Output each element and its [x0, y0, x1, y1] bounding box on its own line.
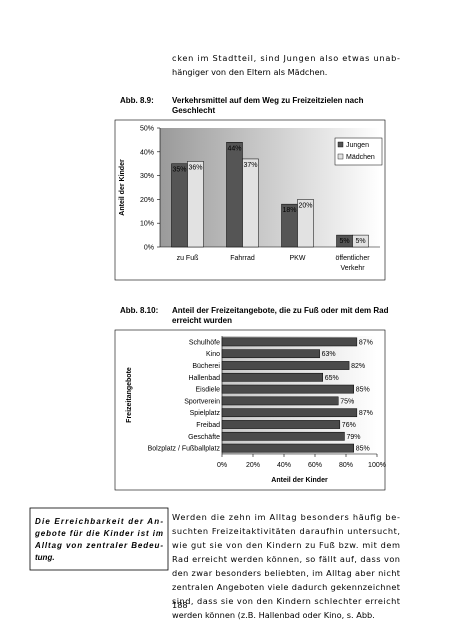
x-tick-label: Fahrrad — [230, 255, 255, 262]
data-label: 65% — [325, 375, 339, 382]
bar — [171, 163, 188, 248]
data-label: 44% — [227, 145, 241, 152]
bar — [297, 199, 314, 248]
chart-frame — [114, 329, 386, 491]
data-label: 37% — [243, 162, 257, 169]
y-tick-label: Geschäfte — [188, 434, 220, 441]
paragraph-line: Rad erreicht werden können, so fällt auf… — [172, 554, 400, 564]
y-tick-label: 0% — [144, 245, 154, 252]
data-label: 18% — [282, 207, 296, 214]
data-label: 87% — [359, 410, 373, 417]
caption-label: Abb. 8.9: — [120, 96, 154, 105]
data-label: 85% — [356, 446, 370, 453]
bar — [221, 443, 354, 453]
bar — [221, 372, 323, 382]
bar — [221, 361, 350, 370]
x-tick-label: 40% — [277, 462, 291, 469]
y-tick-label: Freibad — [196, 422, 220, 429]
paragraph-line: zentralen Angeboten viele dadurch gekenn… — [172, 582, 401, 592]
bar — [221, 337, 358, 347]
y-tick-label: Kino — [206, 351, 220, 358]
y-tick-label: Bücherei — [192, 363, 220, 370]
paragraph-line: Werden die zehn im Alltag besonders häuf… — [172, 512, 400, 522]
x-tick-label: zu Fuß — [177, 255, 199, 262]
bar — [221, 431, 345, 441]
bar — [226, 142, 243, 248]
bar — [221, 408, 358, 418]
legend-swatch — [337, 153, 344, 160]
x-tick-label: 20% — [246, 462, 260, 469]
bar — [242, 158, 259, 248]
data-label: 63% — [322, 351, 336, 358]
legend-swatch — [337, 141, 344, 148]
chart-frame — [114, 119, 386, 281]
x-tick-label: 0% — [217, 462, 227, 469]
data-label: 85% — [356, 387, 370, 394]
bar — [221, 396, 339, 406]
y-tick-label: 10% — [140, 221, 154, 228]
data-label: 20% — [298, 202, 312, 209]
y-tick-label: 20% — [140, 197, 154, 204]
sidebar-line: Alltag von zentraler Bedeu- — [34, 541, 163, 550]
paragraph-line: wie gut sie von den Kindern zu Fuß bzw. … — [172, 540, 400, 550]
x-tick-label: PKW — [290, 255, 306, 262]
y-tick-label: Eisdiele — [195, 387, 220, 394]
x-tick-label: 60% — [308, 462, 322, 469]
y-tick-label: 50% — [140, 126, 154, 133]
page-number: 188 — [172, 600, 188, 610]
x-tick-label: 100% — [368, 462, 386, 469]
x-tick-label: öffentlicher Verkehr — [335, 255, 370, 272]
paragraph-line: werden können (z.B. Hallenbad oder Kino,… — [172, 610, 375, 620]
sidebar-line: tung. — [35, 553, 55, 562]
data-label: 76% — [342, 422, 356, 429]
y-axis-label: Anteil der Kinder — [119, 159, 126, 216]
y-tick-label: Sportverein — [184, 398, 220, 405]
y-tick-label: 30% — [140, 173, 154, 180]
paragraph-line: sind, dass sie von den Kindern schlechte… — [172, 596, 401, 606]
data-label: 82% — [351, 363, 365, 370]
data-label: 87% — [359, 339, 373, 346]
x-tick-label: 80% — [339, 462, 353, 469]
legend-label: Jungen — [346, 142, 369, 149]
x-axis-label: Anteil der Kinder — [271, 477, 328, 484]
sidebar-box — [29, 507, 169, 571]
paragraph-line: hängiger von den Eltern als Mädchen. — [172, 67, 327, 77]
y-tick-label: Schulhöfe — [189, 339, 220, 346]
data-label: 36% — [188, 164, 202, 171]
y-tick-label: 40% — [140, 149, 154, 156]
bar — [221, 349, 320, 359]
bar — [221, 420, 341, 429]
bar — [352, 234, 369, 248]
paragraph-line: cken im Stadtteil, sind Jungen also etwa… — [172, 53, 400, 63]
chart-title: Anteil der Freizeitangebote, die zu Fuß … — [172, 306, 389, 325]
sidebar-line: Die Erreichbarkeit der An- — [35, 517, 163, 526]
paragraph-line: suchten Freizeitaktivitäten daraufhin un… — [172, 526, 400, 536]
data-label: 79% — [346, 434, 360, 441]
data-label: 5% — [339, 238, 349, 245]
caption-label: Abb. 8.10: — [120, 306, 158, 315]
paragraph-line: den zwar besonders beliebten, im Alltag … — [172, 568, 401, 578]
y-axis-label: Freizeitangebote — [126, 367, 133, 423]
y-tick-label: Bolzplatz / Fußballplatz — [148, 446, 221, 453]
data-label: 5% — [355, 238, 365, 245]
sidebar-line: gebote für die Kinder ist im — [34, 529, 163, 538]
y-tick-label: Hallenbad — [188, 375, 220, 382]
bar — [221, 384, 354, 394]
data-label: 75% — [340, 398, 354, 405]
bar — [187, 161, 204, 248]
chart-title: Verkehrsmittel auf dem Weg zu Freizeitzi… — [172, 96, 364, 115]
data-label: 35% — [172, 167, 186, 174]
legend-label: Mädchen — [346, 154, 375, 161]
y-tick-label: Spielplatz — [190, 410, 221, 417]
